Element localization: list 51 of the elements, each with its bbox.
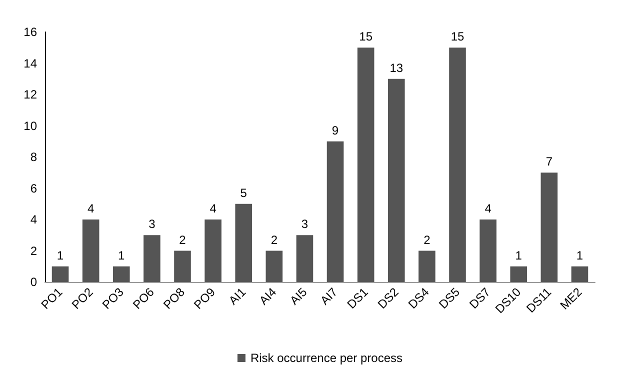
data-label: 1 — [515, 248, 522, 262]
data-label: 1 — [576, 248, 584, 262]
y-tick-label: 2 — [30, 244, 38, 258]
bar — [449, 48, 466, 282]
bar — [540, 172, 558, 282]
data-label: 1 — [56, 248, 64, 262]
bar — [571, 266, 588, 282]
y-tick-label: 14 — [24, 56, 38, 70]
data-label: 3 — [301, 217, 308, 232]
bar — [266, 250, 283, 282]
bar — [235, 204, 252, 282]
bar — [82, 220, 100, 282]
bar — [418, 250, 436, 282]
data-label: 4 — [87, 202, 94, 216]
bar — [480, 220, 496, 282]
x-tick-label: AI7 — [318, 284, 340, 308]
data-label: 15 — [359, 30, 373, 44]
y-tick-label: 6 — [30, 181, 38, 196]
y-tick-label: 10 — [24, 118, 38, 133]
y-tick-label: 16 — [24, 25, 38, 39]
bar — [52, 266, 69, 282]
y-tick-label: 4 — [30, 212, 38, 226]
bar — [357, 48, 374, 282]
bar — [388, 78, 405, 282]
legend-label: Risk occurrence per process — [250, 351, 403, 365]
bar — [326, 141, 344, 282]
data-label: 9 — [332, 123, 339, 138]
data-label: 13 — [390, 60, 404, 75]
bar — [174, 250, 191, 282]
data-label: 15 — [450, 30, 464, 44]
data-label: 4 — [210, 202, 217, 216]
x-tick-label: AI1 — [226, 284, 249, 308]
y-tick-label: 8 — [30, 150, 38, 164]
bar — [112, 266, 130, 282]
data-label: 7 — [546, 154, 553, 169]
data-label: 3 — [148, 217, 156, 232]
data-label: 5 — [240, 186, 248, 200]
y-tick-label: 0 — [30, 275, 38, 289]
x-tick-label: AI4 — [256, 284, 280, 308]
data-label: 2 — [179, 232, 186, 247]
bar — [296, 235, 314, 282]
bar — [510, 266, 528, 282]
data-label: 4 — [484, 202, 492, 216]
x-tick-label: DS1 — [344, 284, 372, 312]
data-label: 2 — [424, 232, 431, 247]
data-label: 1 — [118, 248, 126, 262]
bar — [144, 235, 160, 282]
x-tick-label: AI5 — [287, 284, 310, 308]
bar — [204, 220, 222, 282]
y-tick-label: 12 — [24, 88, 38, 102]
data-label: 2 — [270, 232, 278, 247]
